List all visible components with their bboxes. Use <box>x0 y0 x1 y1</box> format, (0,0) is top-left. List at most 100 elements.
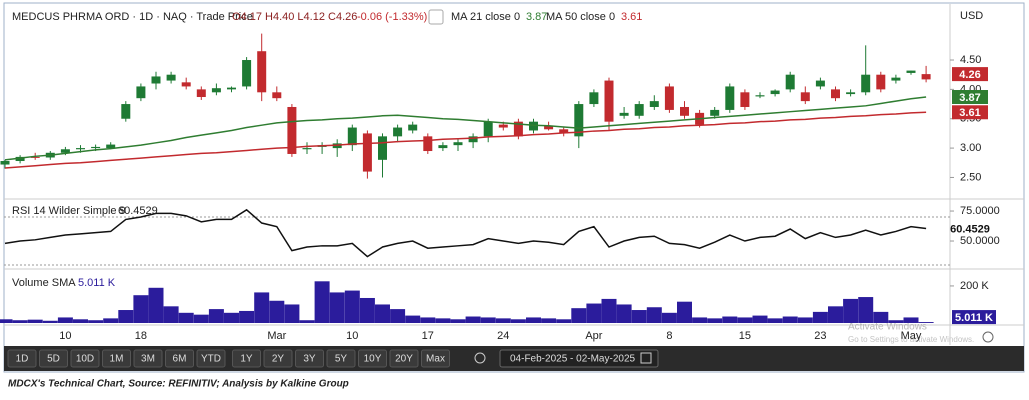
candle-body <box>453 142 463 146</box>
candle-body <box>740 92 750 107</box>
range-button-label[interactable]: 1D <box>16 354 29 365</box>
date-range-box[interactable] <box>499 349 659 368</box>
volume-bar <box>616 304 632 323</box>
range-button-label[interactable]: 10D <box>76 354 94 365</box>
range-button[interactable] <box>421 349 450 368</box>
candle-body <box>680 106 689 116</box>
candle-body <box>166 74 176 81</box>
range-button-label[interactable]: YTD <box>201 354 221 365</box>
change: -0.06 (-1.33%) <box>357 11 427 23</box>
range-button-label[interactable]: Max <box>426 354 445 365</box>
instrument-title: MEDCUS PHRMA ORD · 1D · NAQ · Trade Pric… <box>12 11 253 23</box>
volume-bar <box>843 298 859 323</box>
range-button[interactable] <box>165 349 194 368</box>
candle-body <box>921 74 931 80</box>
candle-body <box>151 76 161 84</box>
range-button[interactable] <box>7 349 37 368</box>
volume-bar <box>269 300 285 323</box>
candle-body <box>30 156 40 158</box>
candle-body <box>242 60 252 87</box>
range-button-label[interactable]: 3Y <box>303 354 316 365</box>
range-button[interactable] <box>102 349 131 368</box>
range-button-label[interactable]: 5Y <box>335 354 348 365</box>
candle-body <box>106 144 116 149</box>
volume-bar <box>133 295 149 323</box>
range-button[interactable] <box>196 349 226 368</box>
range-button[interactable] <box>232 349 261 368</box>
candle-body <box>423 136 433 152</box>
range-button[interactable] <box>70 349 100 368</box>
candle-body <box>544 125 554 130</box>
range-button-label[interactable]: 1M <box>110 354 124 365</box>
range-button-label[interactable]: 1Y <box>240 354 253 365</box>
value-badge-label: 4.26 <box>959 69 980 81</box>
candle-body <box>468 136 478 143</box>
range-button-label[interactable]: 20Y <box>395 354 413 365</box>
volume-bar <box>435 318 451 323</box>
value-badge-label: 60.4529 <box>950 223 990 235</box>
settings-button[interactable] <box>474 352 486 364</box>
collapse-button[interactable] <box>428 9 444 25</box>
volume-bar <box>420 317 436 323</box>
candle-body <box>227 87 236 90</box>
caption: MDCX's Technical Chart, Source: REFINITI… <box>8 379 349 390</box>
volume-bar <box>57 317 73 323</box>
range-button-label[interactable]: 6M <box>173 354 187 365</box>
volume-bar <box>571 308 587 323</box>
range-button[interactable] <box>326 349 356 368</box>
volume-bar <box>601 298 617 323</box>
y-tick-label: 2.50 <box>960 171 981 183</box>
range-button[interactable] <box>389 349 419 368</box>
volume-bar <box>812 311 828 323</box>
volume-bar <box>541 318 557 323</box>
value-badge-label: 3.61 <box>959 107 980 119</box>
volume-bar <box>88 320 104 323</box>
range-button[interactable] <box>295 349 324 368</box>
moving-average <box>4 111 927 169</box>
volume-bar <box>163 306 179 323</box>
volume-bar <box>767 318 783 323</box>
candle-body <box>906 70 916 73</box>
settings-icon[interactable] <box>982 331 994 343</box>
x-tick-label: 24 <box>497 330 509 342</box>
volume-bar <box>390 309 406 323</box>
candle-body <box>378 136 387 160</box>
candle-body <box>831 89 840 99</box>
range-button-label[interactable]: 3M <box>141 354 155 365</box>
volume-bar <box>646 307 662 323</box>
range-button[interactable] <box>39 349 68 368</box>
date-range[interactable]: 04-Feb-2025 - 02-May-2025 <box>510 354 636 365</box>
range-button[interactable] <box>133 349 163 368</box>
volume-bar <box>450 319 466 323</box>
volume-bar <box>12 320 28 323</box>
volume-bar <box>495 318 511 323</box>
candle-body <box>589 92 599 105</box>
volume-bar <box>148 287 164 323</box>
volume-bar <box>224 312 239 323</box>
legend-name: MA 21 close 0 <box>451 11 520 23</box>
candle-body <box>272 92 282 99</box>
range-button-label[interactable]: 5D <box>47 354 60 365</box>
candle-body <box>634 104 644 116</box>
volume-bar <box>737 317 753 323</box>
range-button[interactable] <box>358 349 387 368</box>
watermark: Activate Windows <box>848 322 927 333</box>
range-button-label[interactable]: 10Y <box>364 354 382 365</box>
volume-bar <box>797 317 813 323</box>
range-button[interactable] <box>263 349 293 368</box>
candle-body <box>347 127 357 146</box>
volume-bar <box>103 318 119 323</box>
ohlc: O4.17 H4.40 L4.12 C4.26 <box>232 11 357 23</box>
candle-body <box>76 148 85 150</box>
volume-bar <box>692 317 708 323</box>
volume-bar <box>208 309 224 323</box>
candle-body <box>121 104 131 119</box>
volume-bar <box>556 319 572 323</box>
candle-body <box>60 149 70 153</box>
range-button-label[interactable]: 2Y <box>272 354 285 365</box>
candle-body <box>302 148 312 150</box>
candle-body <box>513 121 523 137</box>
value-badge <box>952 67 988 82</box>
volume-bar <box>526 317 541 323</box>
x-tick-label: 10 <box>346 330 358 342</box>
